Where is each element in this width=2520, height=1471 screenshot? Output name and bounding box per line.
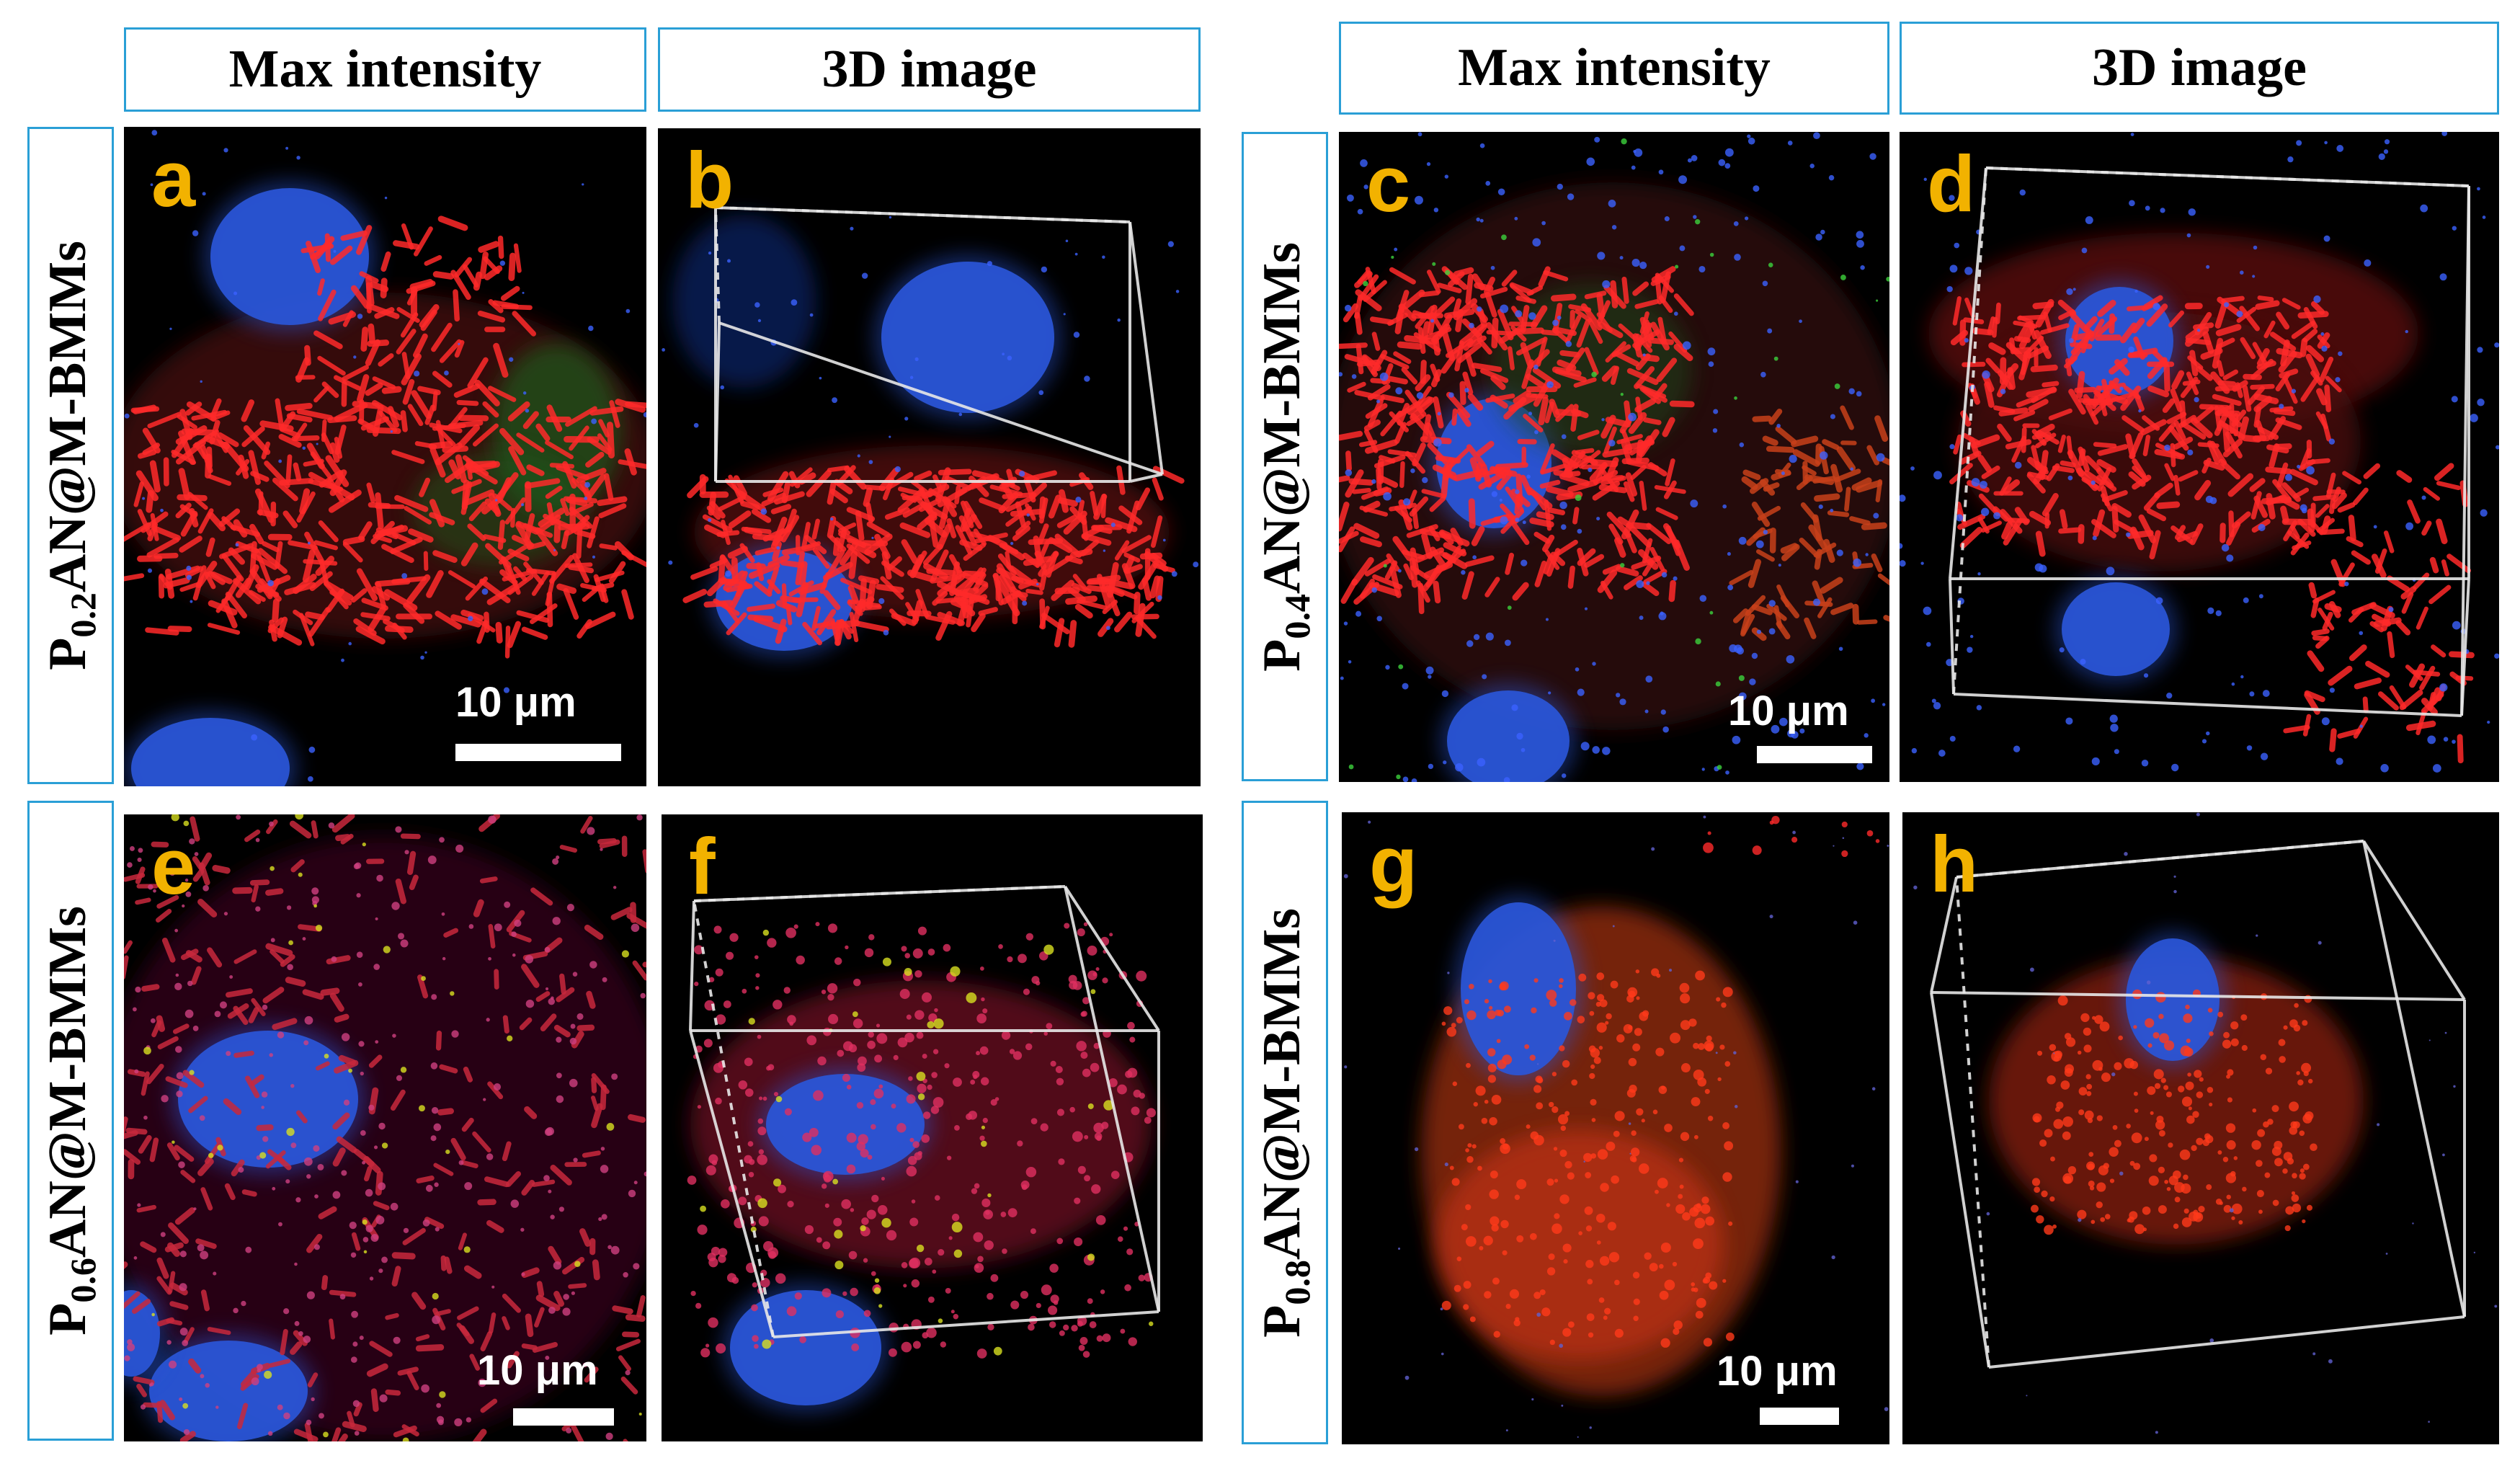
micrograph-a [124,130,646,786]
scale-bar-e [513,1408,614,1426]
panel-d-image: d [1900,132,2499,782]
micrograph-e [124,814,646,1441]
header-max-intensity-right: Max intensity [1339,22,1889,115]
row-label-p04: P0.4AN@M-BMMs [1242,132,1328,781]
row-label-p02: P0.2AN@M-BMMs [27,127,114,784]
micrograph-h [1913,812,2498,1434]
scale-bar-label-g: 10 μm [1717,1348,1838,1395]
panel-letter-c: c [1366,140,1411,228]
micrograph-f [687,885,1160,1413]
scale-bar-label-c: 10 μm [1728,688,1849,734]
panel-letter-d: d [1927,140,1976,228]
micrograph-b [662,206,1199,658]
panel-b-image: b [658,128,1201,786]
panel-f-image: f [662,814,1203,1441]
micrograph-d [1900,132,2499,773]
scale-bar-a [455,744,621,761]
panel-a-image: a 10 μm [124,127,646,786]
micrograph-c [1339,132,1889,782]
header-3d-image-left: 3D image [658,27,1201,112]
header-3d-image-right: 3D image [1900,22,2499,115]
header-max-intensity-left: Max intensity [124,27,646,112]
panel-letter-g: g [1369,820,1418,909]
micrograph-g [1343,815,1889,1438]
panel-g-image: g 10 μm [1342,812,1889,1444]
panel-letter-e: e [151,822,196,911]
panel-c-image: c 10 μm [1339,132,1889,782]
panel-letter-h: h [1930,820,1979,909]
panel-e-image: e 10 μm [124,814,646,1441]
scale-bar-g [1760,1408,1839,1425]
panel-h-image: h [1902,812,2499,1444]
scale-bar-label-e: 10 μm [477,1347,598,1394]
scale-bar-c [1757,746,1872,763]
panel-letter-b: b [685,136,734,225]
panel-letter-f: f [689,822,716,911]
scale-bar-label-a: 10 μm [455,679,576,726]
row-label-p06: P0.6AN@M-BMMs [27,801,114,1441]
panel-letter-a: a [151,135,196,223]
row-label-p08: P0.8AN@M-BMMs [1242,801,1328,1444]
